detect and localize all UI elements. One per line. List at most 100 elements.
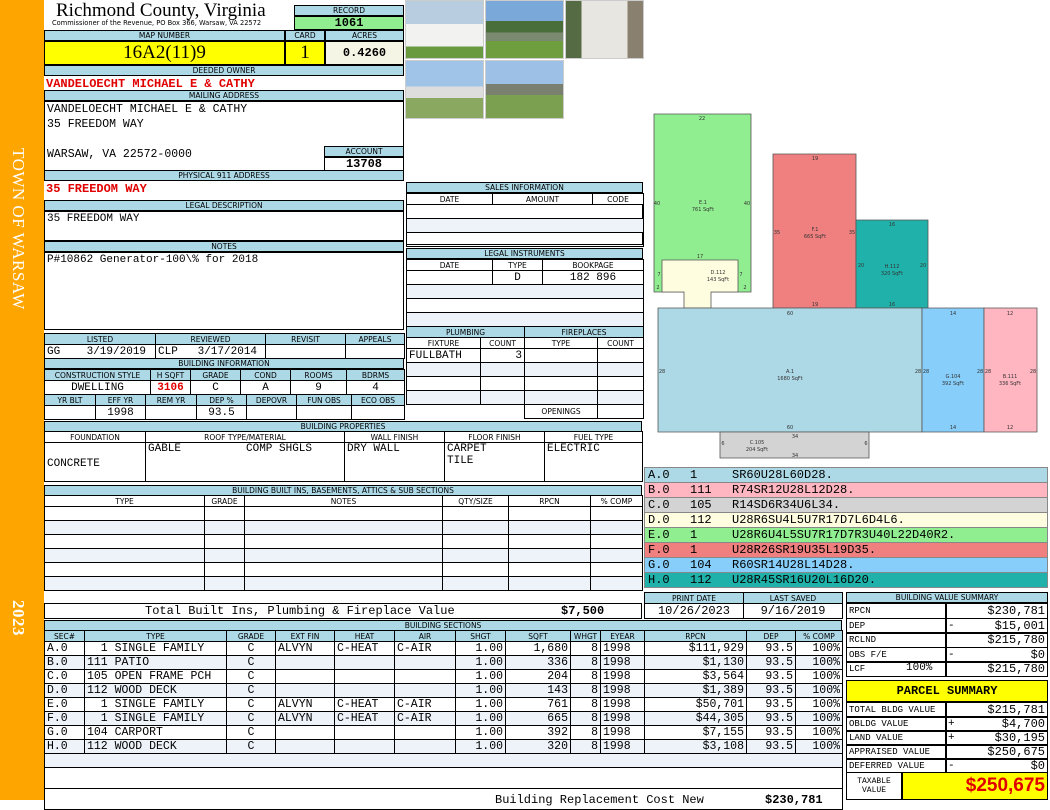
sketch-label: H.112 xyxy=(885,264,900,270)
listed-header: LISTED xyxy=(44,333,156,345)
building-info-header: GRADE xyxy=(190,369,241,381)
appeals-header: APPEALS xyxy=(345,333,405,345)
property-photo-1[interactable] xyxy=(405,0,484,59)
sketch-section-E[interactable] xyxy=(653,113,752,293)
section-cell: 1998 xyxy=(600,669,645,684)
sketch-section-D[interactable] xyxy=(661,259,739,309)
section-cell: 1 SINGLE FAMILY xyxy=(84,711,227,726)
summary-row: DEP $15,001- xyxy=(846,617,1048,634)
building-info-value xyxy=(145,405,197,420)
record-label: RECORD xyxy=(294,5,404,16)
wall-finish-value: DRY WALL xyxy=(344,442,445,482)
fixture-header: FIXTURE xyxy=(406,337,481,349)
property-photo-4[interactable] xyxy=(405,60,484,119)
section-row: C.0 105 OPEN FRAME PCH C 1.00 204 8 1998 $3,564… xyxy=(44,669,843,684)
sketch-dimension: 16 xyxy=(889,302,895,308)
building-properties-table: FOUNDATION ROOF TYPE/MATERIAL WALL FINISH F… xyxy=(44,431,643,482)
summary-row: APPRAISED VALUE $250,675 xyxy=(846,744,1048,760)
section-cell: C.0 xyxy=(44,669,85,684)
floor-finish-1: CARPET xyxy=(447,443,487,456)
section-cell: F.0 xyxy=(44,711,85,726)
section-cell: C-AIR xyxy=(394,641,456,656)
section-header: EYEAR xyxy=(600,630,645,642)
building-info-value: C xyxy=(190,380,241,395)
fireplaces-label: FIREPLACES xyxy=(524,326,645,338)
code-number: 104 xyxy=(690,558,712,572)
section-cell xyxy=(275,725,335,740)
section-cell: 1.00 xyxy=(455,669,506,684)
building-info-header: EFF YR xyxy=(95,394,146,406)
sketch-dimension: 12 xyxy=(1007,311,1013,317)
replacement-cost-label: Building Replacement Cost New xyxy=(495,793,704,807)
building-info-header: DEP % xyxy=(196,394,247,406)
section-cell: 112 WOOD DECK xyxy=(84,739,227,754)
summary-row: LCF $215,780 100% xyxy=(846,661,1048,677)
section-cell: ALVYN xyxy=(275,697,335,712)
building-info-value: DWELLING xyxy=(44,380,151,395)
section-cell: 8 xyxy=(570,725,601,740)
builtins-row xyxy=(44,520,643,535)
summary-key: OBLDG VALUE xyxy=(846,716,946,732)
building-info-header: H SQFT xyxy=(150,369,191,381)
map-number: 16A2(11)9 xyxy=(44,41,285,65)
section-cell: $1,389 xyxy=(644,683,747,698)
record-number: 1061 xyxy=(294,16,404,30)
summary-value: $0 xyxy=(946,646,1048,663)
builtins-row xyxy=(44,534,643,549)
sketch-dimension: 7 xyxy=(657,272,660,278)
section-cell: 143 xyxy=(505,683,571,698)
summary-key: RCLND xyxy=(846,632,946,648)
section-header: HEAT xyxy=(334,630,395,642)
section-header: % COMP xyxy=(795,630,843,642)
fixture-count-header: COUNT xyxy=(479,337,526,349)
sketch-section-C[interactable] xyxy=(719,431,870,459)
section-cell: C-HEAT xyxy=(334,697,395,712)
section-cell: 105 OPEN FRAME PCH xyxy=(84,669,227,684)
code-vector: SR60U28L60D28. xyxy=(732,468,833,482)
section-cell: 100% xyxy=(795,641,843,656)
sketch-dimension: 60 xyxy=(787,425,793,431)
summary-key: APPRAISED VALUE xyxy=(846,744,946,760)
builtins-header: QTY/SIZE xyxy=(442,495,509,507)
section-cell: 93.5 xyxy=(746,641,796,656)
property-photo-2[interactable] xyxy=(485,0,564,59)
builtins-total-label: Total Built Ins, Plumbing & Fireplace Va… xyxy=(145,604,455,618)
plumbing-fireplaces-table: PLUMBING FIREPLACES FIXTURE COUNT TYPE COUNT… xyxy=(405,326,645,419)
sketch-section-G[interactable] xyxy=(921,307,985,433)
summary-row: OBS F/E $0- xyxy=(846,646,1048,663)
section-cell xyxy=(394,725,456,740)
section-cell: 392 xyxy=(505,725,571,740)
sketch-area: 1680 SqFt xyxy=(777,376,803,382)
legal-description-label: LEGAL DESCRIPTION xyxy=(44,200,404,211)
summary-value: $215,781 xyxy=(946,702,1048,718)
section-cell: 100% xyxy=(795,683,843,698)
section-cell: C xyxy=(226,655,276,670)
code-vector: U28R6U4L5SU7R17D7R3U40L22D40R2. xyxy=(732,528,956,542)
sketch-dimension: 22 xyxy=(699,116,705,122)
builtins-row xyxy=(44,548,643,563)
summary-row: RPCN $230,781 xyxy=(846,603,1048,619)
reviewed-value: CLP 3/17/2014 xyxy=(155,344,266,359)
sketch-section-B[interactable] xyxy=(983,307,1038,433)
property-photo-5[interactable] xyxy=(485,60,564,119)
section-header: WHGT xyxy=(570,630,601,642)
town-sidebar: TOWN OF WARSAW 2023 xyxy=(0,0,44,800)
section-cell: C xyxy=(226,725,276,740)
section-cell: 1.00 xyxy=(455,711,506,726)
section-cell: 8 xyxy=(570,669,601,684)
builtins-header: NOTES xyxy=(244,495,443,507)
builtins-table: TYPE GRADE NOTES QTY/SIZE RPCN% COMP xyxy=(44,495,643,591)
building-info-table-1: CONSTRUCTION STYLE H SQFT GRADE COND ROOMS BD… xyxy=(44,369,405,395)
code-section: G.0 xyxy=(648,558,670,572)
code-section: E.0 xyxy=(648,528,670,542)
section-cell: B.0 xyxy=(44,655,85,670)
instrument-type: D xyxy=(492,270,543,285)
wall-finish-header: WALL FINISH xyxy=(344,431,445,443)
section-cell: 1998 xyxy=(600,725,645,740)
property-photo-3[interactable] xyxy=(565,0,644,59)
section-cell: $50,701 xyxy=(644,697,747,712)
section-cell: $111,929 xyxy=(644,641,747,656)
appeals-value xyxy=(345,344,405,359)
code-vector: R14SD6R34U6L34. xyxy=(732,498,841,512)
